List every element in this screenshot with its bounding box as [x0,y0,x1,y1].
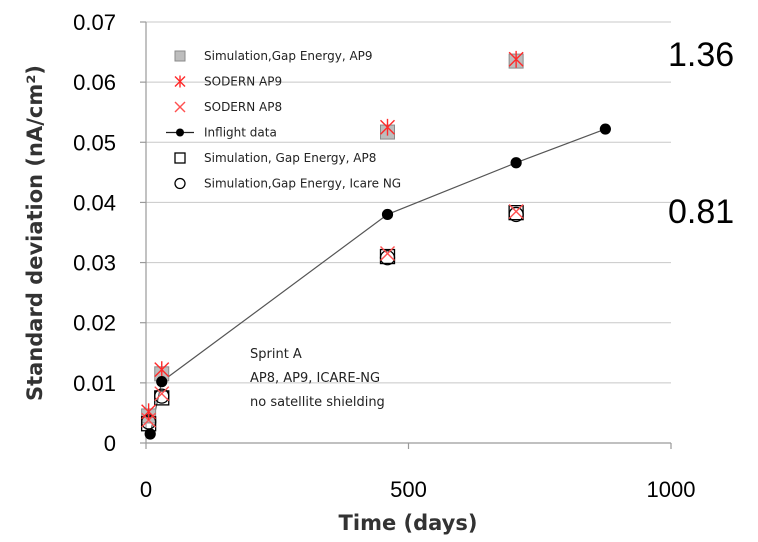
marker-x [380,246,395,262]
x-tick-label: 500 [390,477,427,502]
inflight-data-line [149,128,606,435]
marker-open-circle [508,206,524,223]
marker-asterisk [154,361,170,379]
marker-asterisk [380,118,395,136]
legend: Simulation,Gap Energy, AP9 SODERN AP9 SODE… [166,49,401,191]
legend-label: SODERN AP9 [204,75,282,89]
marker-open-circle [154,388,170,404]
tick-labels: 0 0.01 0.02 0.03 0.04 0.05 0.06 0.07 0 500 1000 [73,10,695,502]
legend-label: Inflight data [204,126,277,140]
y-tick-label: 0.04 [73,190,116,215]
marker-asterisk [508,50,524,68]
marker-gray-square [174,50,186,62]
marker-x [174,101,186,113]
marker-stroke [174,101,186,113]
marker-x [508,203,524,219]
axes [140,21,672,449]
y-tick-label: 0.07 [73,10,116,35]
y-tick-label: 0.02 [73,311,116,336]
x-tick-label: 0 [140,477,152,502]
y-tick-label: 0.01 [73,371,116,396]
legend-label: SODERN AP8 [204,100,282,114]
note-line: Sprint A [250,347,302,362]
marker-filled-circle [599,123,611,135]
y-tick-label: 0.06 [73,70,116,95]
y-tick-label: 0 [104,431,116,456]
y-tick-label: 0.03 [73,251,116,276]
y-tick-label: 0.05 [73,130,116,155]
annotation-note: Sprint A AP8, AP9, ICARE-NG no satellite… [250,347,385,410]
marker-filled-circle [156,376,168,388]
marker-asterisk [141,403,157,421]
marker-stroke [380,246,395,262]
marker-asterisk [174,75,186,88]
gridlines [146,21,671,384]
marker-stroke [154,386,170,402]
legend-label: Simulation,Gap Energy, Icare NG [204,177,401,191]
marker-filled-circle [510,157,522,169]
marker-filled-circle [144,428,156,440]
side-label-top: 1.36 [668,36,734,74]
y-axis-title: Standard deviation (nA/cm²) [23,65,47,401]
marker-open-circle [379,250,396,266]
legend-label: Simulation, Gap Energy, AP8 [204,151,376,165]
marker-filled-circle [176,128,184,137]
marker-open-square [174,152,186,164]
data-points [140,50,611,440]
marker-open-circle [174,177,186,190]
x-tick-label: 1000 [647,477,696,502]
marker-open-square [379,248,396,265]
x-axis-title: Time (days) [339,511,478,535]
note-line: AP8, AP9, ICARE-NG [250,371,380,386]
series-line [149,128,606,435]
marker-filled-circle [381,208,394,221]
note-line: no satellite shielding [250,395,385,410]
marker-x [154,386,170,402]
legend-label: Simulation,Gap Energy, AP9 [204,49,373,63]
marker-stroke [508,203,524,219]
side-label-bottom: 0.81 [668,193,734,231]
